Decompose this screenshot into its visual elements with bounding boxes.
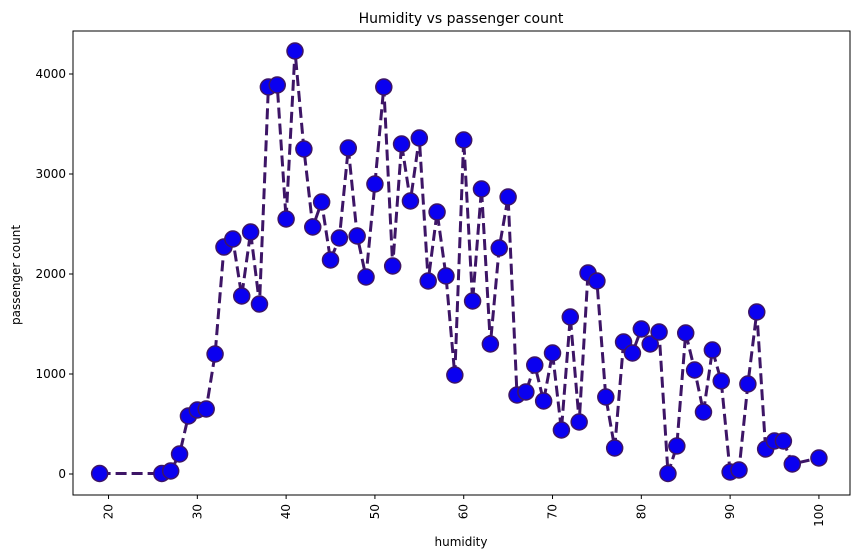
x-axis-title: humidity	[435, 535, 488, 549]
data-point	[232, 287, 251, 305]
data-point	[401, 192, 420, 210]
data-point	[419, 272, 437, 290]
data-point	[268, 76, 286, 94]
data-point	[676, 324, 695, 342]
data-point	[224, 230, 242, 248]
data-point	[668, 437, 686, 455]
data-point	[472, 180, 491, 198]
data-point	[490, 239, 508, 257]
data-point	[810, 449, 828, 467]
data-point	[250, 295, 269, 313]
data-point	[703, 341, 722, 359]
data-point	[206, 345, 224, 363]
data-point	[277, 210, 295, 228]
x-tick-label: 20	[102, 504, 116, 519]
data-point	[597, 388, 615, 406]
data-point	[366, 175, 384, 193]
y-axis-title: passenger count	[9, 225, 23, 325]
data-point	[321, 251, 340, 269]
x-axis: 20 30 40 50 60 70 80 90 100	[102, 495, 826, 527]
y-tick-label: 0	[58, 467, 66, 481]
data-point	[437, 267, 455, 285]
data-point	[90, 464, 109, 483]
data-point	[739, 375, 757, 393]
data-point	[694, 403, 713, 421]
data-point	[446, 366, 464, 384]
data-point	[632, 320, 651, 338]
data-point	[774, 432, 793, 450]
x-tick-label: 70	[546, 504, 560, 519]
data-point	[623, 344, 642, 362]
x-tick-label: 30	[190, 504, 204, 519]
data-point	[561, 308, 580, 326]
data-point	[499, 188, 517, 206]
plot-area	[72, 30, 851, 496]
data-point	[357, 268, 375, 286]
data-point	[650, 323, 668, 341]
series-line	[99, 49, 820, 475]
data-point	[410, 129, 429, 147]
data-point	[552, 421, 571, 439]
x-tick-label: 50	[368, 504, 382, 519]
data-point	[428, 203, 446, 221]
y-tick-label: 3000	[35, 167, 66, 181]
x-tick-label: 80	[634, 504, 648, 519]
data-point	[730, 461, 748, 479]
data-point	[534, 392, 553, 410]
data-point	[375, 78, 393, 96]
data-point	[463, 292, 482, 310]
data-point	[312, 193, 331, 211]
data-point	[685, 361, 704, 379]
data-point	[543, 344, 562, 362]
y-tick-label: 1000	[35, 367, 66, 381]
data-point	[712, 372, 730, 390]
y-tick-label: 2000	[35, 267, 66, 281]
y-axis: 0 1000 2000 3000 4000	[35, 67, 73, 481]
data-point	[170, 445, 189, 463]
data-point	[197, 400, 215, 418]
data-point	[339, 139, 358, 157]
data-point	[659, 464, 677, 483]
data-point	[454, 131, 473, 149]
data-point	[481, 335, 500, 353]
data-point	[348, 227, 366, 245]
data-point	[517, 383, 535, 401]
data-point	[295, 140, 313, 158]
data-point	[392, 135, 411, 153]
data-point	[241, 223, 260, 241]
x-tick-label: 100	[812, 504, 826, 527]
data-point	[641, 335, 659, 353]
x-tick-label: 60	[457, 504, 471, 519]
data-point	[748, 303, 766, 321]
data-point	[605, 439, 624, 457]
chart-title: Humidity vs passenger count	[359, 11, 564, 27]
x-tick-label: 90	[723, 504, 737, 519]
data-point	[304, 218, 322, 236]
data-point	[161, 462, 180, 480]
data-point	[330, 229, 349, 247]
y-tick-label: 4000	[35, 67, 66, 81]
data-point	[383, 257, 402, 275]
data-point	[783, 455, 802, 473]
data-point	[526, 356, 544, 374]
data-point	[286, 42, 304, 60]
data-points	[90, 42, 828, 483]
x-tick-label: 40	[279, 504, 293, 519]
data-point	[588, 272, 606, 290]
data-point	[570, 413, 588, 431]
